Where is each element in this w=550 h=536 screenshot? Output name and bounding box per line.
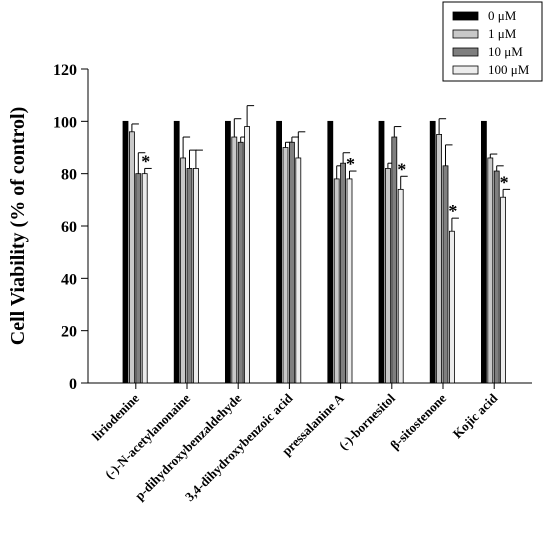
significance-marker: * — [346, 154, 355, 174]
y-tick-label: 40 — [61, 271, 77, 288]
y-tick-label: 120 — [53, 62, 77, 79]
bar — [493, 170, 500, 384]
bar — [244, 126, 251, 384]
y-tick-label: 100 — [53, 114, 77, 131]
bar — [231, 136, 238, 384]
bar — [442, 165, 449, 384]
legend-swatch — [452, 29, 479, 39]
bar — [295, 157, 302, 384]
bar — [237, 141, 244, 384]
x-category-label: liriodenine — [89, 390, 142, 443]
bar — [224, 120, 231, 384]
legend-swatch — [452, 47, 479, 57]
x-category-label: (-)-N-acetylanonaine — [102, 390, 193, 481]
bar — [487, 157, 494, 384]
bar — [480, 120, 487, 384]
bar — [122, 120, 129, 384]
bar — [346, 178, 353, 384]
legend-label: 0 μM — [488, 8, 517, 23]
bar — [135, 173, 142, 384]
y-tick-label: 80 — [61, 167, 77, 184]
legend-label: 1 μM — [488, 26, 517, 41]
significance-marker: * — [141, 151, 150, 171]
significance-marker: * — [397, 159, 406, 179]
bar — [340, 162, 347, 384]
bar — [288, 141, 295, 384]
bar — [448, 230, 455, 384]
bar — [192, 168, 199, 384]
y-tick-label: 0 — [69, 376, 77, 393]
legend-swatch — [452, 11, 479, 21]
bar — [327, 120, 334, 384]
bar — [282, 147, 289, 384]
legend-label: 10 μM — [488, 44, 523, 59]
bar — [333, 178, 340, 384]
bar — [276, 120, 283, 384]
bar — [128, 131, 135, 384]
y-axis-title: Cell Viability (% of control) — [7, 107, 29, 346]
bar — [429, 120, 436, 384]
x-category-label: Kojic acid — [450, 390, 501, 441]
y-tick-label: 20 — [61, 324, 77, 341]
significance-marker: * — [500, 172, 509, 192]
bar — [378, 120, 385, 384]
y-tick-label: 60 — [61, 219, 77, 236]
bar — [186, 168, 193, 384]
bar — [384, 168, 391, 384]
bar — [500, 196, 507, 384]
bar — [141, 173, 148, 384]
bar — [391, 136, 398, 384]
x-category-label: β-sitostenone — [387, 390, 449, 452]
bar — [397, 188, 404, 384]
legend-label: 100 μM — [488, 62, 530, 77]
bar — [173, 120, 180, 384]
significance-marker: * — [448, 201, 457, 221]
bar — [436, 134, 443, 384]
legend-swatch — [452, 65, 479, 75]
bar — [180, 157, 187, 384]
